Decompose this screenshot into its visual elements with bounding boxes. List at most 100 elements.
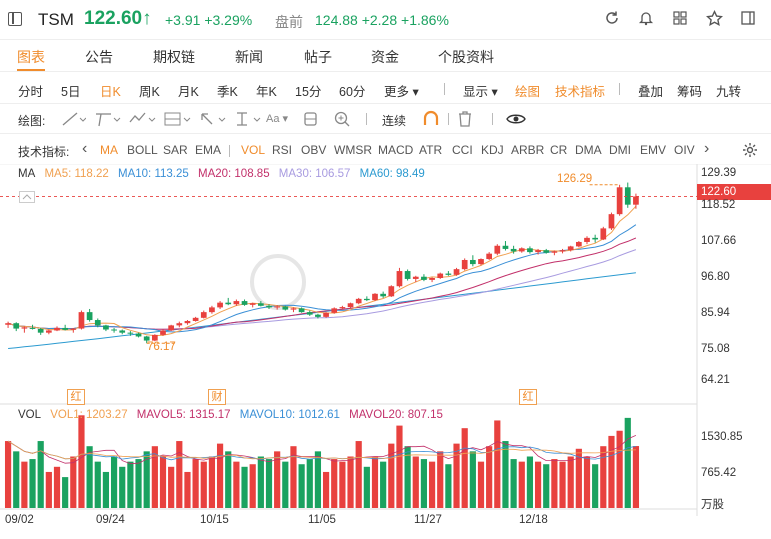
arrow-tool-icon[interactable] [198,110,226,128]
ray-tool-icon[interactable] [93,110,121,128]
candle-body [429,278,435,280]
volume-bar [453,443,460,508]
ma20-line [7,237,637,330]
volume-bar [314,451,322,508]
indicator-vol[interactable]: VOL [241,143,266,157]
period-5day[interactable]: 5日 [61,85,81,99]
grid-icon[interactable] [671,10,689,28]
sidebar-icon[interactable] [739,10,757,28]
volume-bar [200,461,207,508]
indicator-boll[interactable]: BOLL [127,143,158,157]
indicator-emv[interactable]: EMV [640,143,667,157]
period-yearly[interactable]: 年K [256,85,277,99]
chevron-left-icon[interactable]: ‹ [82,140,88,157]
drawing-toolbar: 绘图: Aa ▾ 连续 [0,104,771,134]
text-tool-icon[interactable]: Aa ▾ [266,113,289,125]
panel-toggle-icon[interactable] [8,12,22,26]
vertical-line-tool-icon[interactable] [233,110,261,128]
volume-bar [518,461,525,508]
indicator-dmi[interactable]: DMI [609,143,631,157]
earnings-event-tag[interactable]: 财 [208,389,226,405]
vol1-value: VOL1: 1203.27 [50,409,128,421]
price-tick: 64.21 [701,374,730,386]
price-tick: 107.66 [701,235,737,247]
line-tool-icon[interactable] [60,110,86,128]
tab-options[interactable]: 期权链 [153,49,195,65]
tab-chart[interactable]: 图表 [17,49,45,65]
nine-turn-button[interactable]: 九转 [716,85,742,99]
volume-bar [331,459,338,508]
candle-body [5,323,11,325]
period-60min[interactable]: 60分 [339,85,366,99]
display-dropdown[interactable]: 显示 ▾ [463,85,498,99]
candle-body [437,273,444,278]
indicator-cr[interactable]: CR [550,143,568,157]
indicator-arbr[interactable]: ARBR [511,143,545,157]
period-more-dropdown[interactable]: 更多 ▾ [384,85,419,99]
indicator-cci[interactable]: CCI [452,143,473,157]
indicator-dma[interactable]: DMA [575,143,602,157]
candle-body [119,330,126,333]
candle-body [200,312,207,318]
volume-bar [494,420,501,508]
tab-profile[interactable]: 个股资料 [438,49,494,65]
tab-posts[interactable]: 帖子 [304,49,332,65]
eraser-tool-icon[interactable] [302,110,320,128]
channel-tool-icon[interactable] [128,110,156,128]
period-intraday[interactable]: 分时 [18,85,44,99]
indicator-oiv[interactable]: OIV [674,143,695,157]
magnet-icon[interactable] [422,110,440,128]
watermark-logo [250,254,306,310]
overlay-button[interactable]: 叠加 [638,85,664,99]
tab-announcements[interactable]: 公告 [85,49,113,65]
vol-legend: VOL VOL1: 1203.27 MAVOL5: 1315.17 MAVOL1… [18,409,449,421]
ma10-line [7,224,637,333]
indicator-rsi[interactable]: RSI [272,143,293,157]
volume-bar [274,451,281,508]
candle-body [535,250,541,253]
candlestick-chart[interactable] [0,164,771,539]
tab-capital[interactable]: 资金 [371,49,399,65]
candle-body [135,333,142,337]
indicator-atr[interactable]: ATR [419,143,443,157]
volume-bar [600,446,607,508]
dividend-event-tag[interactable]: 红 [519,389,537,405]
candle-body [86,312,93,321]
bell-icon[interactable] [637,10,655,28]
volume-bar [37,441,44,508]
trash-icon[interactable] [456,110,474,128]
period-daily[interactable]: 日K [100,85,121,99]
volume-bar [29,459,36,508]
dividend-event-tag[interactable]: 红 [67,389,85,405]
period-monthly[interactable]: 月K [178,85,199,99]
indicator-macd[interactable]: MACD [378,143,414,157]
volume-bar [249,464,256,508]
candle-body [543,250,550,253]
indicator-sar[interactable]: SAR [163,143,188,157]
indicator-wmsr[interactable]: WMSR [334,143,372,157]
volume-bar [575,448,582,508]
tab-news[interactable]: 新闻 [235,49,263,65]
zoom-tool-icon[interactable] [333,110,351,128]
collapse-icon[interactable] [19,191,35,203]
indicator-ma[interactable]: MA [100,143,118,157]
indicator-kdj[interactable]: KDJ [481,143,504,157]
volume-bar [559,461,566,508]
continuous-draw-toggle[interactable]: 连续 [382,114,407,128]
volume-bar [216,443,224,508]
indicator-ema[interactable]: EMA [195,143,222,157]
tech-indicator-toggle[interactable]: 技术指标 [555,85,606,99]
chevron-right-icon[interactable]: › [704,140,710,157]
candle-body [160,330,166,335]
period-weekly[interactable]: 周K [139,85,160,99]
fibonacci-tool-icon[interactable] [163,110,191,128]
eye-icon[interactable] [506,110,526,128]
draw-toggle[interactable]: 绘图 [515,85,541,99]
refresh-icon[interactable] [603,10,621,28]
star-icon[interactable] [705,9,723,28]
period-15min[interactable]: 15分 [295,85,322,99]
chips-button[interactable]: 筹码 [677,85,703,99]
indicator-obv[interactable]: OBV [301,143,327,157]
period-quarterly[interactable]: 季K [217,85,238,99]
gear-icon[interactable] [742,142,758,158]
